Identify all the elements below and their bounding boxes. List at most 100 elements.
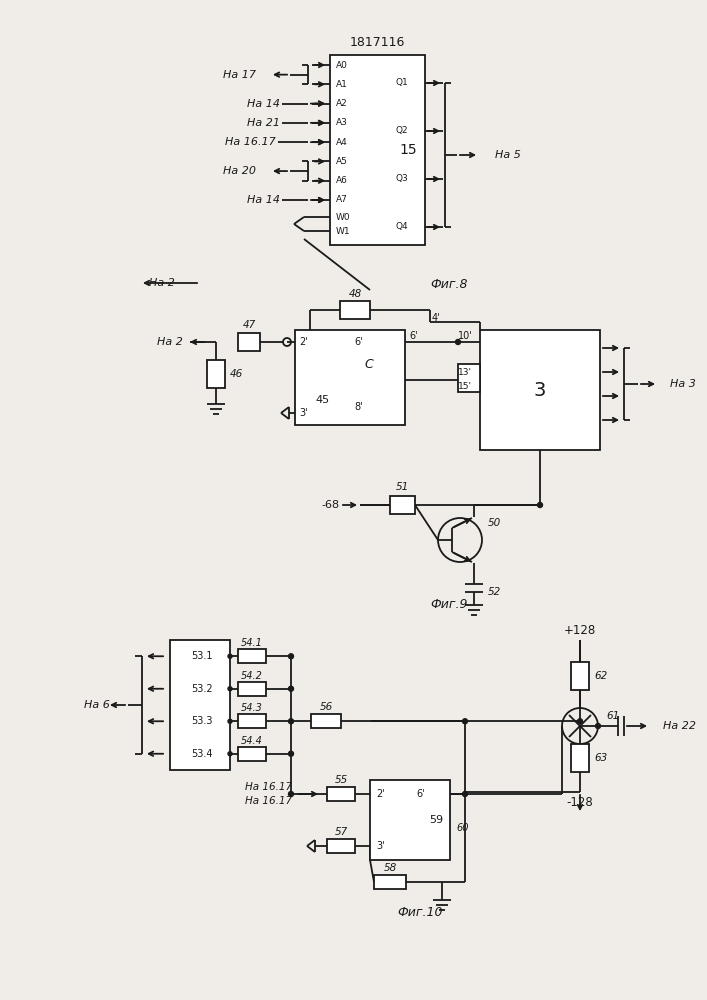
Circle shape: [288, 719, 293, 724]
Circle shape: [288, 686, 293, 691]
Text: 54.3: 54.3: [241, 703, 263, 713]
Circle shape: [578, 719, 583, 724]
Text: 6': 6': [416, 789, 425, 799]
Text: 15: 15: [399, 143, 417, 157]
Text: 61: 61: [606, 711, 619, 721]
Text: 8': 8': [354, 402, 363, 412]
Text: На 21: На 21: [247, 118, 280, 128]
Text: 54.2: 54.2: [241, 671, 263, 681]
Text: На 16.17: На 16.17: [245, 796, 292, 806]
Text: Q4: Q4: [396, 223, 409, 232]
Text: A7: A7: [336, 196, 348, 205]
Text: На 3: На 3: [670, 379, 696, 389]
Text: 52: 52: [488, 587, 501, 597]
Text: На 14: На 14: [247, 195, 280, 205]
Text: Фиг.10: Фиг.10: [397, 906, 443, 918]
Bar: [374, 875, 406, 889]
Text: 62: 62: [594, 671, 607, 681]
Text: -128: -128: [566, 796, 593, 808]
Text: 45: 45: [316, 395, 330, 405]
Text: На 16.17: На 16.17: [245, 782, 292, 792]
Text: 51: 51: [395, 482, 409, 492]
Text: C: C: [364, 359, 373, 371]
Circle shape: [288, 792, 293, 796]
Text: На 14: На 14: [247, 99, 280, 109]
Text: 57: 57: [334, 827, 348, 837]
Bar: [238, 682, 266, 696]
Circle shape: [462, 792, 467, 796]
Bar: [480, 330, 600, 450]
Circle shape: [228, 654, 232, 658]
Text: 3': 3': [376, 841, 385, 851]
Bar: [327, 839, 355, 853]
Text: 54.4: 54.4: [241, 736, 263, 746]
Text: Q3: Q3: [396, 174, 409, 184]
Circle shape: [228, 687, 232, 691]
Text: Фиг.9: Фиг.9: [430, 598, 467, 611]
Bar: [207, 360, 225, 388]
Text: A1: A1: [336, 80, 348, 89]
Text: +128: +128: [564, 624, 596, 637]
Text: На 16.17: На 16.17: [226, 137, 276, 147]
Bar: [370, 780, 450, 860]
Text: 63: 63: [594, 753, 607, 763]
Text: 59: 59: [429, 815, 443, 825]
Text: A2: A2: [336, 99, 348, 108]
Text: 3': 3': [299, 408, 308, 418]
Text: 53.4: 53.4: [192, 749, 213, 759]
Text: 56: 56: [320, 702, 332, 712]
Text: 48: 48: [349, 289, 361, 299]
Text: A3: A3: [336, 118, 348, 127]
Text: W1: W1: [336, 227, 351, 235]
Text: Q2: Q2: [396, 126, 409, 135]
Bar: [327, 787, 355, 801]
Text: 1817116: 1817116: [350, 35, 405, 48]
Text: W0: W0: [336, 213, 351, 222]
Text: 13': 13': [458, 368, 472, 377]
Text: -68: -68: [322, 500, 340, 510]
Text: 4': 4': [432, 313, 440, 323]
Bar: [571, 662, 589, 690]
Circle shape: [462, 719, 467, 724]
Circle shape: [288, 654, 293, 659]
Text: 6': 6': [409, 331, 418, 341]
Text: На 5: На 5: [495, 150, 521, 160]
Text: 53.2: 53.2: [191, 684, 213, 694]
Bar: [170, 640, 230, 770]
Circle shape: [455, 340, 460, 344]
Bar: [238, 333, 260, 351]
Text: 53.1: 53.1: [192, 651, 213, 661]
Text: На 6: На 6: [84, 700, 110, 710]
Bar: [238, 747, 266, 761]
Text: A0: A0: [336, 60, 348, 70]
Text: 6': 6': [354, 337, 363, 347]
Text: 2': 2': [299, 337, 308, 347]
Text: На 2: На 2: [149, 278, 175, 288]
Text: A4: A4: [336, 138, 348, 147]
Text: На 2: На 2: [157, 337, 183, 347]
Text: 15': 15': [458, 382, 472, 391]
Bar: [330, 55, 425, 245]
Text: 60: 60: [456, 823, 469, 833]
Text: 53.3: 53.3: [192, 716, 213, 726]
Text: 2': 2': [376, 789, 385, 799]
Text: На 22: На 22: [663, 721, 696, 731]
Text: A6: A6: [336, 176, 348, 185]
Bar: [311, 714, 341, 728]
Text: 10': 10': [458, 331, 473, 341]
Circle shape: [595, 724, 600, 728]
Bar: [238, 649, 266, 663]
Circle shape: [228, 752, 232, 756]
Text: На 17: На 17: [223, 70, 256, 80]
Bar: [238, 714, 266, 728]
Text: 46: 46: [230, 369, 243, 379]
Bar: [340, 301, 370, 319]
Bar: [571, 744, 589, 772]
Circle shape: [288, 751, 293, 756]
Circle shape: [228, 719, 232, 723]
Text: 3: 3: [534, 380, 547, 399]
Text: 58: 58: [383, 863, 397, 873]
Bar: [390, 496, 415, 514]
Text: Фиг.8: Фиг.8: [430, 278, 467, 292]
Circle shape: [537, 502, 542, 508]
